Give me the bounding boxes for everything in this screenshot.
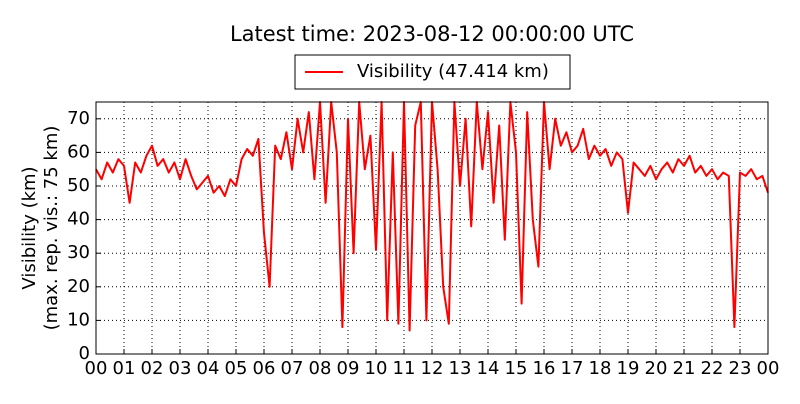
chart-title: Latest time: 2023-08-12 00:00:00 UTC — [230, 22, 634, 46]
x-tick-label: 16 — [533, 358, 556, 379]
x-tick-label: 09 — [337, 358, 360, 379]
x-tick-label: 21 — [673, 358, 696, 379]
y-tick-label: 50 — [67, 175, 90, 196]
x-tick-label: 19 — [617, 358, 640, 379]
x-tick-label: 05 — [225, 358, 248, 379]
x-tick-label: 00 — [757, 358, 780, 379]
x-tick-label: 17 — [561, 358, 584, 379]
plot-frame — [95, 101, 769, 355]
x-tick-label: 12 — [421, 358, 444, 379]
x-tick-label: 07 — [281, 358, 304, 379]
x-tick-label: 04 — [197, 358, 220, 379]
y-tick-label: 70 — [67, 108, 90, 129]
y-tick-label: 40 — [67, 209, 90, 230]
x-tick-label: 01 — [113, 358, 136, 379]
x-tick-label: 08 — [309, 358, 332, 379]
y-tick-label: 0 — [79, 343, 90, 364]
x-tick-label: 20 — [645, 358, 668, 379]
x-tick-label: 18 — [589, 358, 612, 379]
x-tick-label: 06 — [253, 358, 276, 379]
x-tick-label: 22 — [701, 358, 724, 379]
x-tick-label: 02 — [141, 358, 164, 379]
x-tick-label: 14 — [477, 358, 500, 379]
y-tick-label: 30 — [67, 242, 90, 263]
x-tick-label: 10 — [365, 358, 388, 379]
x-tick-label: 13 — [449, 358, 472, 379]
y-axis-label: (max. rep. vis.: 75 km) — [41, 126, 62, 331]
y-axis-label: Visibility (km) — [19, 166, 40, 289]
y-tick-label: 60 — [67, 141, 90, 162]
x-tick-label: 23 — [729, 358, 752, 379]
x-tick-label: 00 — [85, 358, 108, 379]
legend-label: Visibility (47.414 km) — [357, 61, 549, 82]
x-tick-label: 03 — [169, 358, 192, 379]
y-tick-label: 10 — [67, 309, 90, 330]
y-tick-label: 20 — [67, 276, 90, 297]
x-tick-label: 15 — [505, 358, 528, 379]
x-tick-label: 11 — [393, 358, 416, 379]
